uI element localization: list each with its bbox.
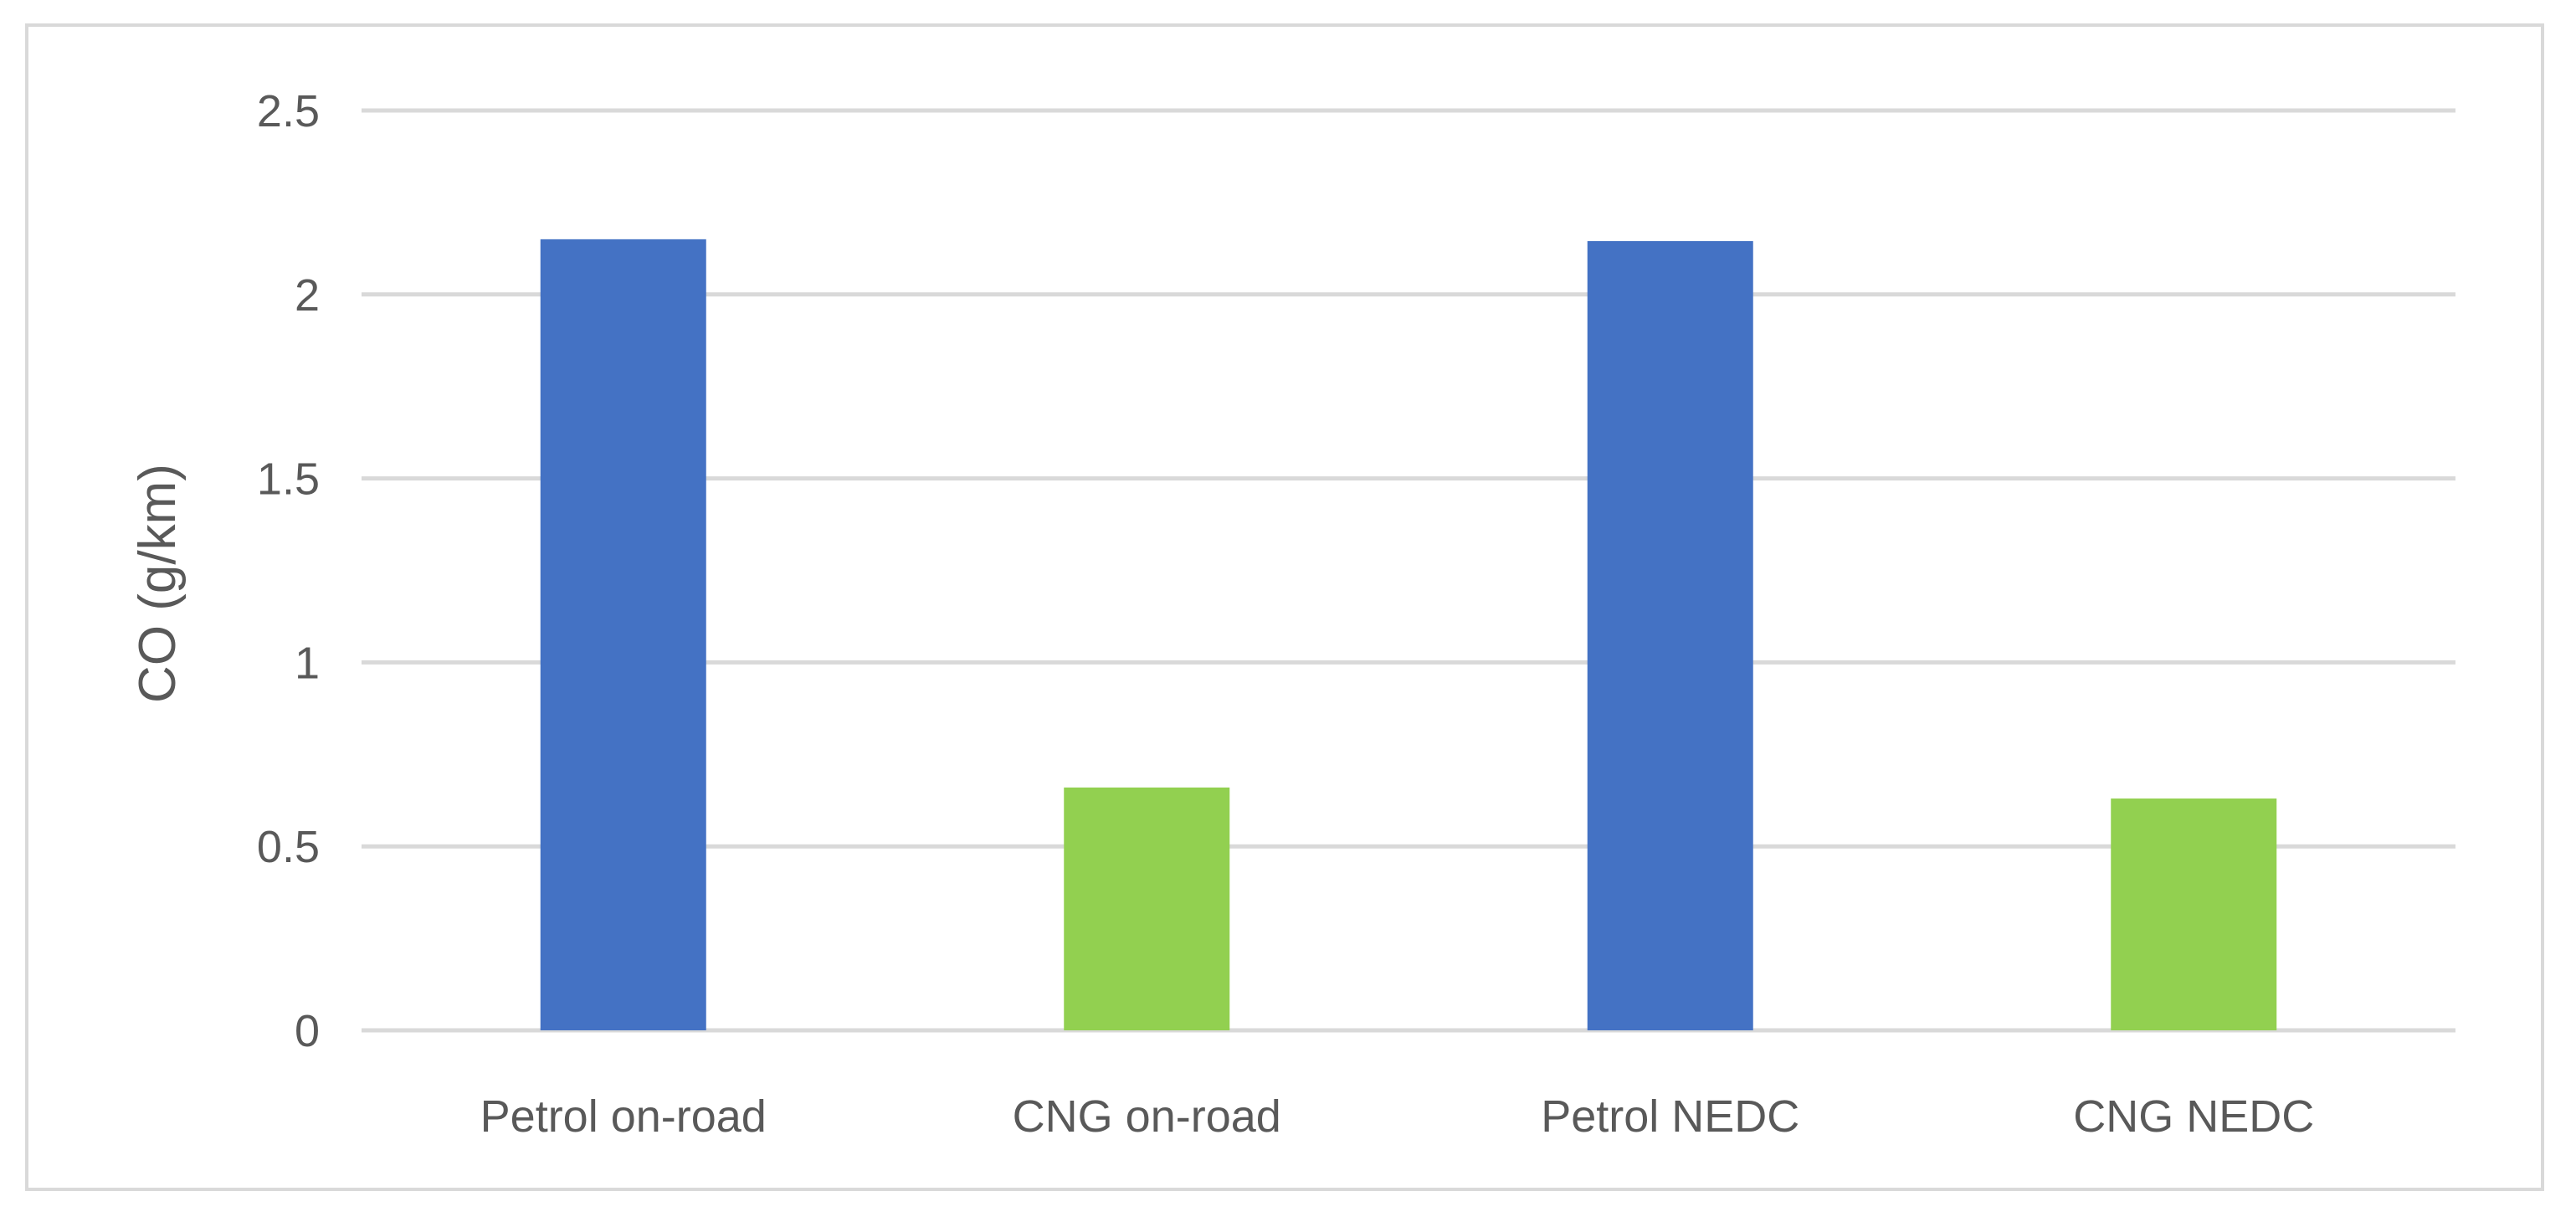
y-tick-label: 2.5 bbox=[257, 86, 320, 136]
x-tick-label: CNG NEDC bbox=[2073, 1091, 2314, 1142]
y-tick-label: 2 bbox=[295, 270, 320, 321]
y-axis-ticks: 0 0.5 1 1.5 2 2.5 bbox=[257, 86, 320, 1056]
bars bbox=[540, 239, 2277, 1031]
bar-chart: 00.511.522.5 Petrol on-road CNG on-road Pe… bbox=[129, 86, 2455, 1142]
bar-cng-on-road bbox=[1064, 787, 1230, 1030]
x-tick-label: Petrol on-road bbox=[480, 1091, 767, 1142]
y-tick-label: 0 bbox=[295, 1006, 320, 1056]
x-axis-ticks: Petrol on-road CNG on-road Petrol NEDC CNG … bbox=[480, 1091, 2315, 1142]
x-tick-label: Petrol NEDC bbox=[1541, 1091, 1799, 1142]
bar-petrol-nedc bbox=[1587, 241, 1753, 1031]
y-tick-label: 1.5 bbox=[257, 454, 320, 505]
y-tick-label: 0.5 bbox=[257, 822, 320, 872]
bar-petrol-on-road bbox=[540, 239, 706, 1030]
x-tick-label: CNG on-road bbox=[1013, 1091, 1281, 1142]
gridlines bbox=[362, 108, 2455, 1033]
chart-frame: 0 0.5 1 1.5 2 2.5 Petrol on-road CNG on-road Pe… bbox=[25, 23, 2544, 1191]
bar-cng-nedc bbox=[2111, 798, 2277, 1030]
y-tick-label: 1 bbox=[295, 638, 320, 688]
y-axis-title: CO (g/km) bbox=[129, 464, 187, 703]
